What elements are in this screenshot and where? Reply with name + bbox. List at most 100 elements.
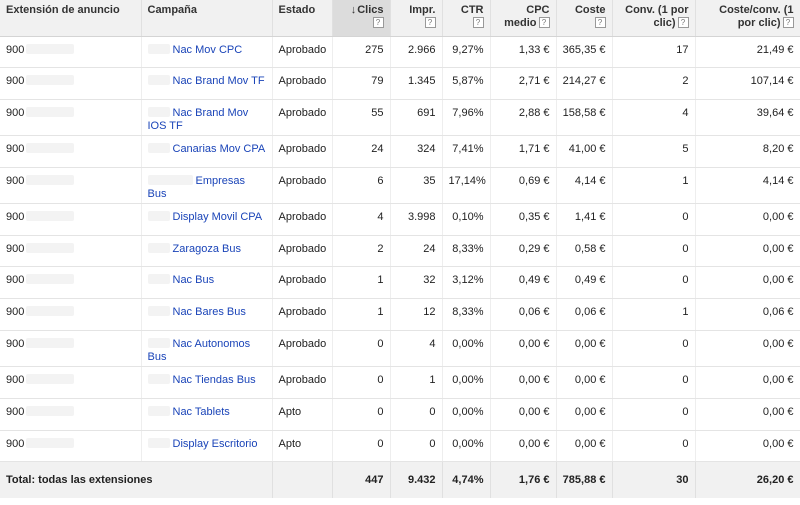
- help-icon[interactable]: ?: [472, 17, 484, 28]
- extension-number: 900: [6, 374, 25, 387]
- col-header-impressions[interactable]: Impr.?: [390, 0, 443, 37]
- total-status: [272, 461, 333, 498]
- col-header-conversions[interactable]: Conv. (1 por clic)?: [612, 0, 696, 37]
- col-header-conversions-label: Conv. (1 por clic): [625, 4, 689, 29]
- extension-number: 900: [6, 174, 25, 187]
- help-icon[interactable]: ?: [677, 17, 689, 28]
- extension-cell: 900: [0, 235, 142, 268]
- campaign-name: Nac Tablets: [172, 405, 230, 418]
- col-header-cost-per-conversion[interactable]: Coste/conv. (1 por clic)?: [695, 0, 800, 37]
- campaign-link[interactable]: Display Escritorio: [147, 437, 257, 450]
- cost-cell: 365,35 €: [556, 36, 613, 69]
- table-row: 900 Nac Bus Aprobado 1 32 3,12% 0,49 €0,49 €0 0…: [0, 266, 800, 300]
- campaign-link[interactable]: Nac Brand Mov IOS TF: [147, 107, 248, 132]
- conversions-cell: 0: [612, 235, 696, 268]
- help-icon[interactable]: ?: [424, 17, 436, 28]
- campaign-name: Nac Bares Bus: [172, 306, 246, 319]
- col-header-campaign-label: Campaña: [147, 4, 198, 16]
- status-cell: Aprobado: [272, 366, 333, 399]
- status-cell: Aprobado: [272, 203, 333, 236]
- table-row: 900 Zaragoza Bus Aprobado 2 24 8,33% 0,29 €0,5…: [0, 235, 800, 268]
- campaign-cell: Canarias Mov CPA: [141, 135, 273, 168]
- total-cost: 785,88 €: [556, 461, 613, 498]
- col-header-cost[interactable]: Coste?: [556, 0, 613, 37]
- extension-cell: 900: [0, 430, 142, 463]
- ctr-cell: 0,00%: [442, 398, 491, 431]
- ctr-cell: 8,33%: [442, 235, 491, 268]
- redacted-text: [147, 274, 170, 285]
- help-icon[interactable]: ?: [594, 17, 606, 28]
- ctr-cell: 5,87%: [442, 67, 491, 101]
- campaign-link[interactable]: Empresas Bus: [147, 174, 245, 200]
- redacted-text: [26, 143, 75, 154]
- clicks-cell: 0: [332, 430, 391, 463]
- redacted-text: [147, 338, 170, 349]
- impressions-cell: 691: [390, 99, 443, 137]
- cpc-cell: 0,69 €: [490, 167, 557, 204]
- campaign-cell: Nac Mov CPC: [141, 36, 273, 69]
- campaign-cell: Nac Brand Mov TF: [141, 67, 273, 101]
- status-cell: Aprobado: [272, 266, 333, 300]
- extension-cell: 900: [0, 330, 142, 368]
- impressions-cell: 2.966: [390, 36, 443, 69]
- impressions-cell: 32: [390, 266, 443, 300]
- redacted-text: [26, 306, 75, 317]
- extension-cell: 900: [0, 266, 142, 300]
- redacted-text: [26, 374, 75, 385]
- conversions-cell: 0: [612, 203, 696, 236]
- col-header-clicks[interactable]: ↓Clics?: [332, 0, 391, 37]
- campaign-name: Display Movil CPA: [172, 210, 263, 223]
- cost-per-conversion-cell: 0,00 €: [695, 266, 800, 300]
- help-icon[interactable]: ?: [782, 17, 794, 28]
- cpc-cell: 0,00 €: [490, 430, 557, 463]
- clicks-cell: 2: [332, 235, 391, 268]
- total-clicks: 447: [332, 461, 391, 498]
- conversions-cell: 0: [612, 266, 696, 300]
- table-row: 900 Nac Tablets Apto 0 0 0,00% 0,00 €0,00 €0 0,…: [0, 398, 800, 431]
- redacted-text: [26, 174, 75, 185]
- cpc-cell: 0,29 €: [490, 235, 557, 268]
- col-header-cpc[interactable]: CPC medio?: [490, 0, 557, 37]
- extension-cell: 900: [0, 366, 142, 399]
- total-cpc: 1,76 €: [490, 461, 557, 498]
- campaign-link[interactable]: Display Movil CPA: [147, 210, 263, 223]
- help-icon[interactable]: ?: [372, 17, 384, 28]
- campaign-link[interactable]: Nac Tablets: [147, 405, 230, 418]
- extension-number: 900: [6, 107, 25, 120]
- table-row: 900 Empresas Bus Aprobado 6 35 17,14% 0,69 €4,…: [0, 167, 800, 204]
- cost-per-conversion-cell: 0,00 €: [695, 398, 800, 431]
- campaign-cell: Display Movil CPA: [141, 203, 273, 236]
- ctr-cell: 0,00%: [442, 430, 491, 463]
- campaign-link[interactable]: Nac Brand Mov TF: [147, 75, 265, 87]
- redacted-text: [147, 242, 170, 253]
- clicks-cell: 55: [332, 99, 391, 137]
- conversions-cell: 0: [612, 366, 696, 399]
- conversions-cell: 17: [612, 36, 696, 69]
- col-header-ctr[interactable]: CTR?: [442, 0, 491, 37]
- campaign-link[interactable]: Nac Bares Bus: [147, 306, 246, 319]
- redacted-text: [147, 43, 170, 54]
- extension-number: 900: [6, 143, 25, 156]
- help-icon[interactable]: ?: [538, 17, 550, 28]
- col-header-extension[interactable]: Extensión de anuncio: [0, 0, 142, 37]
- extension-cell: 900: [0, 203, 142, 236]
- campaign-link[interactable]: Zaragoza Bus: [147, 242, 241, 255]
- table-body: 900 Nac Mov CPC Aprobado 275 2.966 9,27% 1,33 …: [0, 36, 800, 463]
- total-label: Total: todas las extensiones: [0, 461, 273, 498]
- impressions-cell: 0: [390, 430, 443, 463]
- col-header-ctr-label: CTR: [460, 4, 484, 16]
- col-header-campaign[interactable]: Campaña: [141, 0, 273, 37]
- campaign-link[interactable]: Nac Bus: [147, 274, 214, 286]
- extension-number: 900: [6, 43, 25, 56]
- campaign-link[interactable]: Nac Autonomos Bus: [147, 338, 250, 363]
- redacted-text: [26, 437, 75, 448]
- campaign-name: Nac Mov CPC: [172, 43, 243, 56]
- clicks-cell: 4: [332, 203, 391, 236]
- campaign-cell: Nac Tablets: [141, 398, 273, 431]
- campaign-link[interactable]: Nac Tiendas Bus: [147, 374, 256, 386]
- campaign-link[interactable]: Canarias Mov CPA: [147, 143, 265, 155]
- status-cell: Aprobado: [272, 36, 333, 69]
- col-header-status[interactable]: Estado: [272, 0, 333, 37]
- campaign-link[interactable]: Nac Mov CPC: [147, 43, 243, 56]
